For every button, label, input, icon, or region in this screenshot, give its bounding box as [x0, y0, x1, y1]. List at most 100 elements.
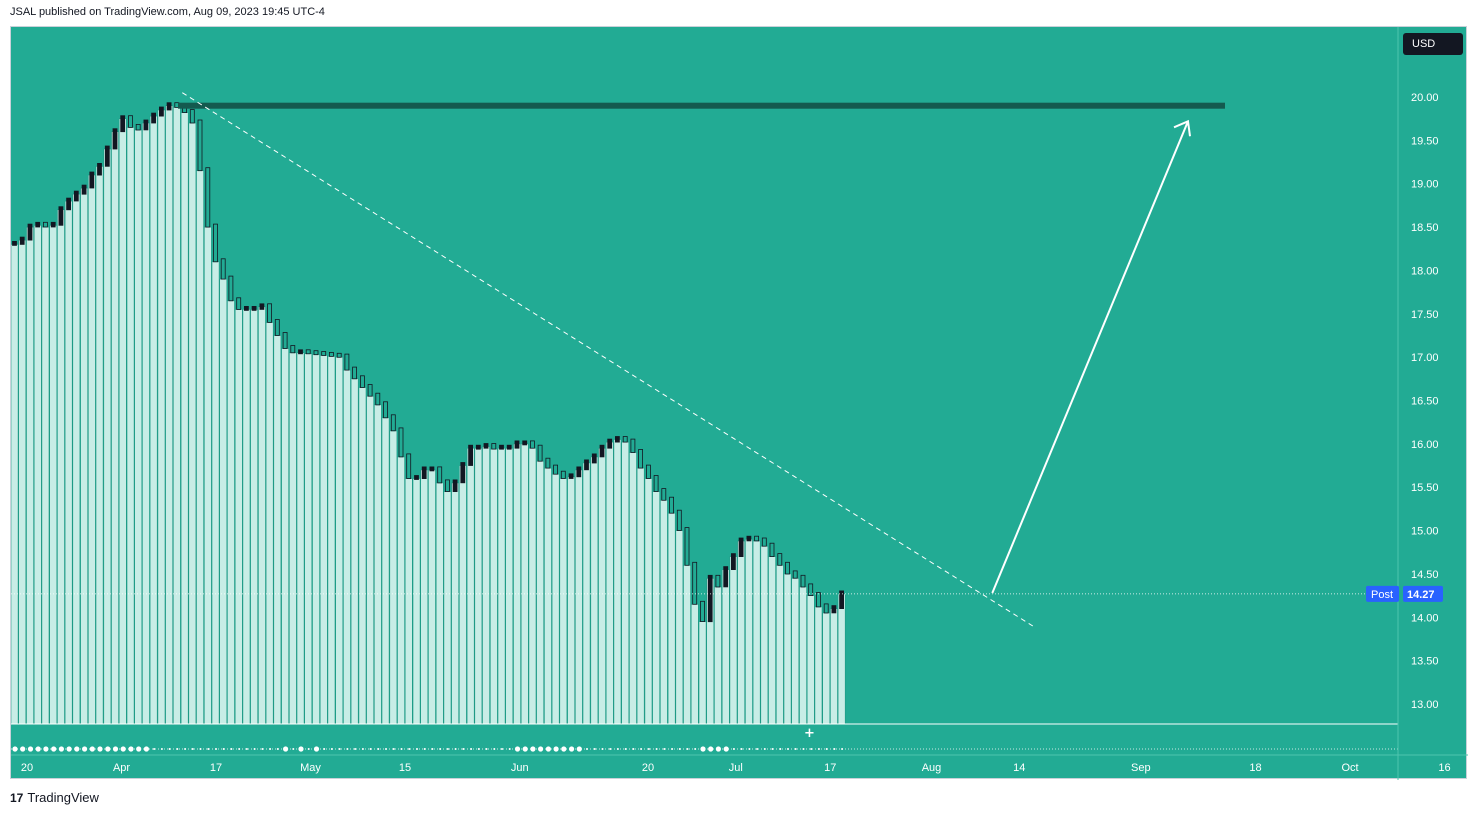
candle [12, 240, 17, 246]
price-bar [435, 482, 444, 725]
indicator-dot [439, 748, 442, 750]
candle [792, 570, 798, 579]
candle [135, 124, 141, 131]
candle [731, 553, 736, 570]
candle [205, 167, 211, 228]
resistance-line [178, 102, 1225, 109]
indicator-dot [817, 748, 820, 750]
price-bar [737, 540, 745, 725]
price-bar [173, 107, 181, 725]
price-bar [250, 309, 259, 725]
price-bar [288, 352, 297, 725]
indicator-dot [678, 748, 681, 750]
indicator-dot [269, 748, 272, 750]
price-bar [644, 478, 653, 725]
indicator-dot [245, 748, 248, 750]
indicator-dot [307, 748, 310, 750]
candle [483, 443, 489, 449]
indicator-dot [97, 746, 103, 752]
candle [321, 351, 327, 356]
price-bar [111, 131, 119, 725]
indicator-dot [545, 746, 552, 752]
candle [599, 444, 605, 458]
post-tag-label: Post [1371, 589, 1393, 601]
indicator-dot [330, 748, 333, 750]
candle [267, 303, 273, 323]
candle [676, 509, 682, 531]
time-tick-label: 20 [21, 762, 33, 774]
price-bar [466, 447, 475, 725]
indicator-dot [756, 748, 759, 750]
candle [43, 221, 48, 228]
indicator-dot [663, 748, 666, 750]
price-bar [683, 564, 691, 725]
price-bar [598, 447, 606, 725]
price-bar [80, 187, 88, 725]
price-bar [149, 115, 158, 725]
price-bar [265, 322, 274, 725]
price-tick-label: 13.50 [1411, 656, 1439, 668]
candle [421, 466, 427, 479]
price-bar [258, 306, 266, 725]
candle [568, 473, 574, 479]
indicator-dot [833, 748, 836, 750]
price-bar [412, 478, 421, 725]
candle [444, 479, 450, 492]
indicator-dot [632, 748, 635, 750]
time-axis: 20 Apr 17 May 15 Jun 20 Jul 17 Aug 14 Sep 18 Oct 16 [11, 754, 1468, 774]
indicator-dot [20, 746, 26, 752]
tradingview-logo[interactable]: 17 TradingView [10, 790, 99, 805]
candle [359, 375, 365, 388]
candle [746, 535, 752, 542]
candle [591, 453, 597, 464]
indicator-dot [215, 748, 217, 750]
price-bar [721, 569, 730, 725]
price-bar [88, 174, 96, 725]
indicator-dot [361, 748, 364, 750]
indicator-dot [66, 746, 72, 752]
price-chart[interactable]: + 20.00 19.50 19.00 18.50 18.00 17.50 17.00 16.… [11, 27, 1468, 780]
price-bar [783, 573, 792, 725]
price-bar [350, 378, 359, 725]
candle [452, 479, 458, 492]
currency-button[interactable]: USD [1403, 33, 1463, 55]
indicator-dot [385, 748, 387, 750]
price-bar [134, 129, 143, 725]
price-bar [420, 469, 429, 725]
indicator-dot [58, 746, 64, 752]
candle [213, 223, 218, 263]
indicator-dot [493, 748, 496, 750]
candle [282, 332, 288, 349]
price-bar [11, 244, 19, 725]
candle [158, 106, 164, 117]
projection-arrow-head [1173, 119, 1191, 137]
price-bar [234, 309, 243, 725]
price-bar [281, 348, 290, 725]
time-tick-label: 17 [824, 762, 836, 774]
price-bar [103, 148, 112, 725]
price-tick-label: 17.00 [1411, 352, 1439, 364]
indicator-dot [553, 746, 559, 752]
indicator-dot [346, 748, 349, 750]
candle [50, 221, 56, 228]
time-tick-label: 20 [642, 762, 654, 774]
overlays [11, 92, 1398, 627]
indicator-dot [779, 748, 782, 750]
chart-panel[interactable]: + 20.00 19.50 19.00 18.50 18.00 17.50 17.00 16.… [10, 26, 1468, 780]
indicator-dot [74, 746, 80, 752]
candle [615, 436, 620, 443]
price-bar [605, 441, 614, 725]
indicator-dot [462, 748, 465, 750]
time-tick-label: Sep [1131, 762, 1151, 774]
post-tag-bg [1366, 585, 1399, 602]
price-bar [652, 491, 660, 725]
price-bar [768, 556, 776, 725]
price-tick-label: 16.50 [1411, 396, 1439, 408]
indicator-dot [655, 748, 658, 750]
candle [560, 470, 566, 479]
indicator-dot [12, 746, 18, 752]
candle [715, 574, 721, 588]
indicator-dot [794, 748, 797, 750]
candle [236, 297, 242, 310]
candle [537, 444, 543, 462]
